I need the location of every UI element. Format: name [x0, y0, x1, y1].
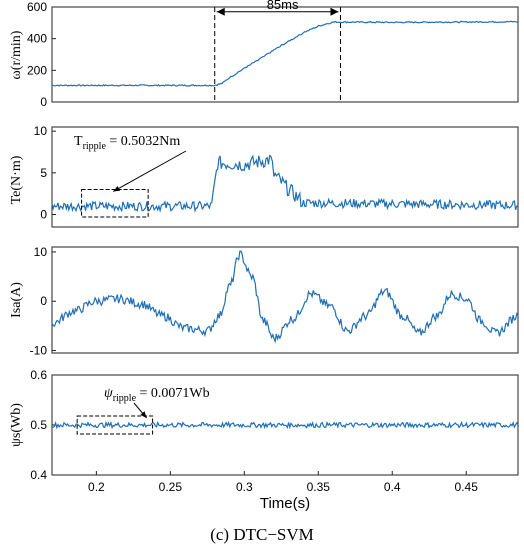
torque-y-label: Te(N·m) [9, 155, 24, 204]
ripple-symbol: ψ [104, 386, 113, 401]
y-tick-label: 0 [40, 294, 47, 308]
torque-trace [51, 154, 519, 213]
speed-annotation: 85ms [214, 0, 341, 102]
y-tick-label: 0.4 [30, 468, 47, 482]
time-x-ticks: 0.2 0.25 0.3 0.35 0.4 0.45 [88, 471, 478, 494]
series-line [51, 420, 519, 430]
duration-label: 85ms [267, 0, 299, 12]
x-tick-label: 0.3 [236, 480, 253, 494]
torque-panel: 0 5 10 Tripple = 0.5032Nm Te(N·m) [9, 124, 519, 228]
ripple-value: = 0.0071Wb [136, 386, 210, 401]
y-tick-label: 600 [27, 0, 47, 14]
y-tick-label: 400 [27, 32, 47, 46]
ripple-label: ψripple = 0.0071Wb [104, 386, 210, 404]
current-plot-frame [51, 246, 519, 354]
flux-panel: 0.40.50.6 ψripple = 0.0071Wb 0.2 0.25 0.3 0… [9, 368, 519, 512]
series-line [51, 250, 519, 344]
y-tick-label: 0.6 [30, 368, 47, 382]
torque-annotation: Tripple = 0.5032Nm [74, 134, 187, 218]
ripple-subscript: ripple [113, 393, 137, 404]
ripple-label: Tripple = 0.5032Nm [74, 134, 180, 152]
ripple-window-box [81, 189, 149, 218]
x-tick-label: 0.35 [307, 480, 331, 494]
figure-caption: (c) DTC−SVM [210, 525, 314, 544]
current-y-label: Isa(A) [9, 282, 24, 318]
series-line [51, 20, 519, 87]
current-y-label-text: Isa(A) [9, 282, 24, 318]
y-tick-label: -10 [30, 344, 48, 358]
y-tick-label: 10 [34, 245, 48, 259]
y-tick-label: 10 [34, 124, 48, 138]
speed-y-ticks: 0 200 400 600 [27, 0, 56, 109]
current-y-ticks: -10 0 10 [30, 245, 56, 358]
flux-y-ticks: 0.4 0.5 0.6 [30, 368, 56, 482]
ripple-pointer-head [140, 411, 147, 418]
speed-panel: 0 200 400 600 85ms ω(r/min) [9, 0, 519, 109]
torque-y-ticks: 0 5 10 [34, 124, 56, 222]
ripple-pointer [112, 150, 187, 192]
x-tick-label: 0.2 [88, 480, 105, 494]
y-tick-label: 0 [40, 208, 47, 222]
flux-trace [51, 420, 519, 430]
x-tick-label: 0.45 [455, 480, 479, 494]
torque-y-label-text: Te(N·m) [9, 155, 24, 204]
current-trace [51, 250, 519, 344]
current-panel: -10 0 10 Isa(A) [9, 245, 519, 358]
flux-y-label-text: ψs(Wb) [9, 403, 24, 447]
ripple-subscript: ripple [83, 141, 107, 152]
ripple-pointer-head [113, 185, 121, 192]
speed-plot-frame [51, 6, 519, 103]
flux-annotation: ψripple = 0.0071Wb [76, 386, 210, 435]
series-line [51, 154, 519, 213]
y-tick-label: 200 [27, 63, 47, 77]
y-tick-label: 5 [40, 166, 47, 180]
y-tick-label: 0.5 [30, 418, 47, 432]
ripple-window-box [76, 415, 154, 435]
x-axis-label: Time(s) [260, 495, 310, 512]
ripple-value: = 0.5032Nm [106, 134, 181, 149]
flux-y-label: ψs(Wb) [9, 403, 24, 447]
ripple-symbol: T [74, 134, 83, 149]
speed-trace [51, 20, 519, 87]
speed-y-label: ω(r/min) [9, 30, 24, 79]
y-tick-label: 0 [40, 95, 47, 109]
x-tick-label: 0.25 [159, 480, 183, 494]
torque-plot-frame [51, 126, 519, 228]
x-tick-label: 0.4 [384, 480, 401, 494]
